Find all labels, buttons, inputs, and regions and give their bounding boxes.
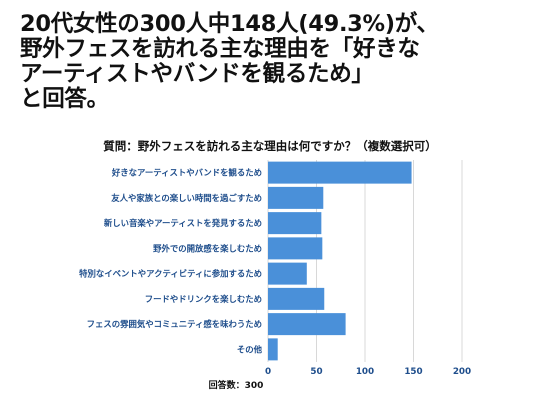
bar-5 [268,287,325,310]
x-tick-label-3: 150 [404,367,422,377]
bar-7 [268,338,278,361]
headline-line-4: と回答。 [20,86,109,112]
headline-line-2: 野外フェスを訪れる主な理由を「好きな [20,36,420,62]
headline-line-1: 20代女性の300人中148人(49.3%)が、 [20,11,439,37]
chart-title: 質問：野外フェスを訪れる主な理由は何ですか？（複数選択可） [103,139,437,153]
bar-2 [268,212,322,235]
bar-6 [268,313,346,336]
bar-4 [268,262,307,285]
category-label-2: 新しい音楽やアーティストを発見するため [104,218,262,228]
category-label-3: 野外での開放感を楽しむため [153,243,262,253]
x-tick-label-2: 100 [356,367,374,377]
bar-0 [268,161,412,184]
x-axis-ticks: 0 50 100 150 200 [265,367,471,377]
bars [268,161,412,361]
category-label-1: 友人や家族との楽しい時間を過ごすため [110,193,262,203]
category-label-0: 好きなアーティストやバンドを観るため [111,168,262,178]
bar-1 [268,186,324,209]
headline-line-3: アーティストやバンドを観るため」 [20,61,374,87]
x-tick-label-0: 0 [265,367,271,377]
category-label-5: フードやドリンクを楽しむため [145,294,262,304]
bar-3 [268,237,323,260]
headline: 20代女性の300人中148人(49.3%)が、 野外フェスを訪れる主な理由を「… [20,12,520,112]
category-label-4: 特別なイベントやアクティビティに参加するため [79,269,262,279]
response-count-label: 回答数：300 [209,379,264,391]
x-tick-label-1: 50 [310,367,322,377]
x-tick-label-4: 200 [453,367,471,377]
category-label-7: その他 [237,344,263,354]
category-labels: 好きなアーティストやバンドを観るため友人や家族との楽しい時間を過ごすため新しい音… [79,168,262,355]
category-label-6: フェスの雰囲気やコミュニティ感を味わうため [87,319,262,329]
